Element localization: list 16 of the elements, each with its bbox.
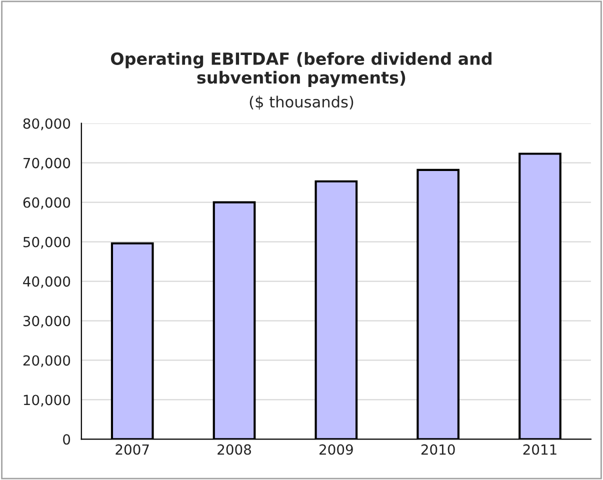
x-tick-label: 2009 xyxy=(320,444,353,455)
y-tick-label: 50,000 xyxy=(23,236,70,249)
chart-subtitle: ($ thousands) xyxy=(250,96,354,110)
x-tick-label: 2007 xyxy=(116,444,149,455)
x-tick-label: 2008 xyxy=(218,444,251,455)
y-tick-label: 40,000 xyxy=(23,276,70,288)
x-tick-label: 2010 xyxy=(421,444,455,455)
y-tick-label: 80,000 xyxy=(23,118,70,130)
y-tick-label: 0 xyxy=(63,434,70,445)
y-tick-label: 60,000 xyxy=(23,197,70,210)
x-tick-label: 2011 xyxy=(523,444,556,455)
y-tick-label: 70,000 xyxy=(24,158,70,170)
y-tick-label: 30,000 xyxy=(23,316,70,328)
chart-title: Operating EBITDAF (before dividend and subvention payments) xyxy=(110,52,492,88)
y-tick-label: 20,000 xyxy=(23,355,70,368)
y-tick-label: 10,000 xyxy=(24,394,70,407)
